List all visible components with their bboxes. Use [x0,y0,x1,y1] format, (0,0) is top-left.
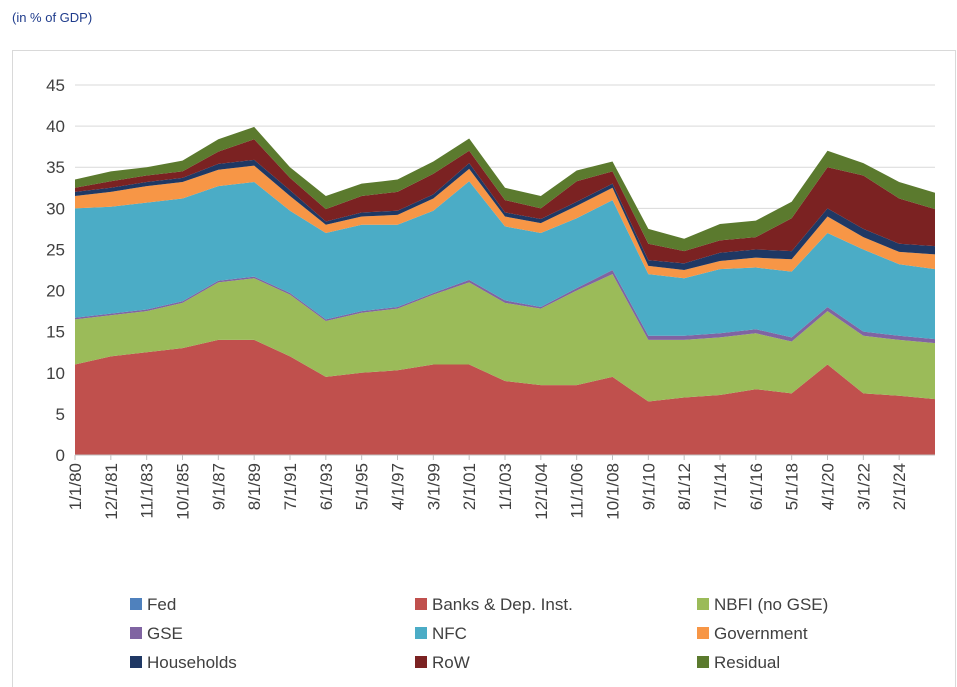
y-tick-label: 10 [46,364,65,383]
y-tick-label: 45 [46,76,65,95]
x-tick-label: 9/1/10 [639,463,658,510]
x-tick-label: 4/1/20 [819,463,838,510]
area [75,339,935,455]
legend-swatch [697,656,709,668]
chart-frame [12,50,956,687]
x-tick-label: 5/1/18 [783,463,802,510]
area [75,181,935,340]
legend-label: NFC [432,624,467,643]
x-tick-label: 3/1/22 [854,463,873,510]
x-tick-label: 2/1/24 [890,463,909,510]
chart-subtitle: (in % of GDP) [12,10,92,25]
x-tick-label: 5/1/95 [353,463,372,510]
legend-label: GSE [147,624,183,643]
legend-swatch [130,627,142,639]
x-tick-label: 11/1/83 [138,463,157,518]
x-tick-label: 8/1/12 [675,463,694,510]
x-tick-label: 6/1/93 [317,463,336,510]
y-tick-label: 20 [46,282,65,301]
area [75,126,935,252]
area [75,159,935,270]
x-tick-label: 11/1/06 [568,463,587,518]
x-tick-label: 3/1/99 [424,463,443,510]
x-tick-label: 8/1/89 [245,463,264,510]
legend-swatch [415,627,427,639]
x-tick-label: 12/1/81 [102,463,121,520]
x-tick-label: 10/1/08 [604,463,623,520]
x-tick-label: 10/1/85 [174,463,193,520]
legend-swatch [130,656,142,668]
legend-swatch [415,656,427,668]
legend-label: Residual [714,653,780,672]
x-tick-label: 1/1/80 [66,463,85,510]
y-tick-label: 5 [56,405,65,424]
y-tick-label: 0 [56,446,65,465]
legend-label: Fed [147,595,176,614]
y-tick-label: 30 [46,199,65,218]
y-tick-label: 15 [46,323,65,342]
x-tick-label: 7/1/14 [711,463,730,510]
x-tick-label: 12/1/04 [532,463,551,520]
area [75,274,935,402]
legend-label: Households [147,653,237,672]
legend-swatch [697,598,709,610]
area [75,165,935,279]
legend-label: RoW [432,653,470,672]
y-tick-label: 40 [46,117,65,136]
legend-label: Banks & Dep. Inst. [432,595,573,614]
legend-swatch [415,598,427,610]
legend-label: Government [714,624,808,643]
x-tick-label: 6/1/16 [747,463,766,510]
legend-label: NBFI (no GSE) [714,595,828,614]
x-tick-label: 7/1/91 [281,463,300,510]
x-tick-label: 9/1/87 [209,463,228,510]
area [75,139,935,264]
x-tick-label: 1/1/03 [496,463,515,510]
y-tick-label: 25 [46,240,65,259]
y-tick-label: 35 [46,158,65,177]
x-tick-label: 4/1/97 [389,463,408,510]
legend-swatch [697,627,709,639]
legend-swatch [130,598,142,610]
x-tick-label: 2/1/01 [460,463,479,510]
